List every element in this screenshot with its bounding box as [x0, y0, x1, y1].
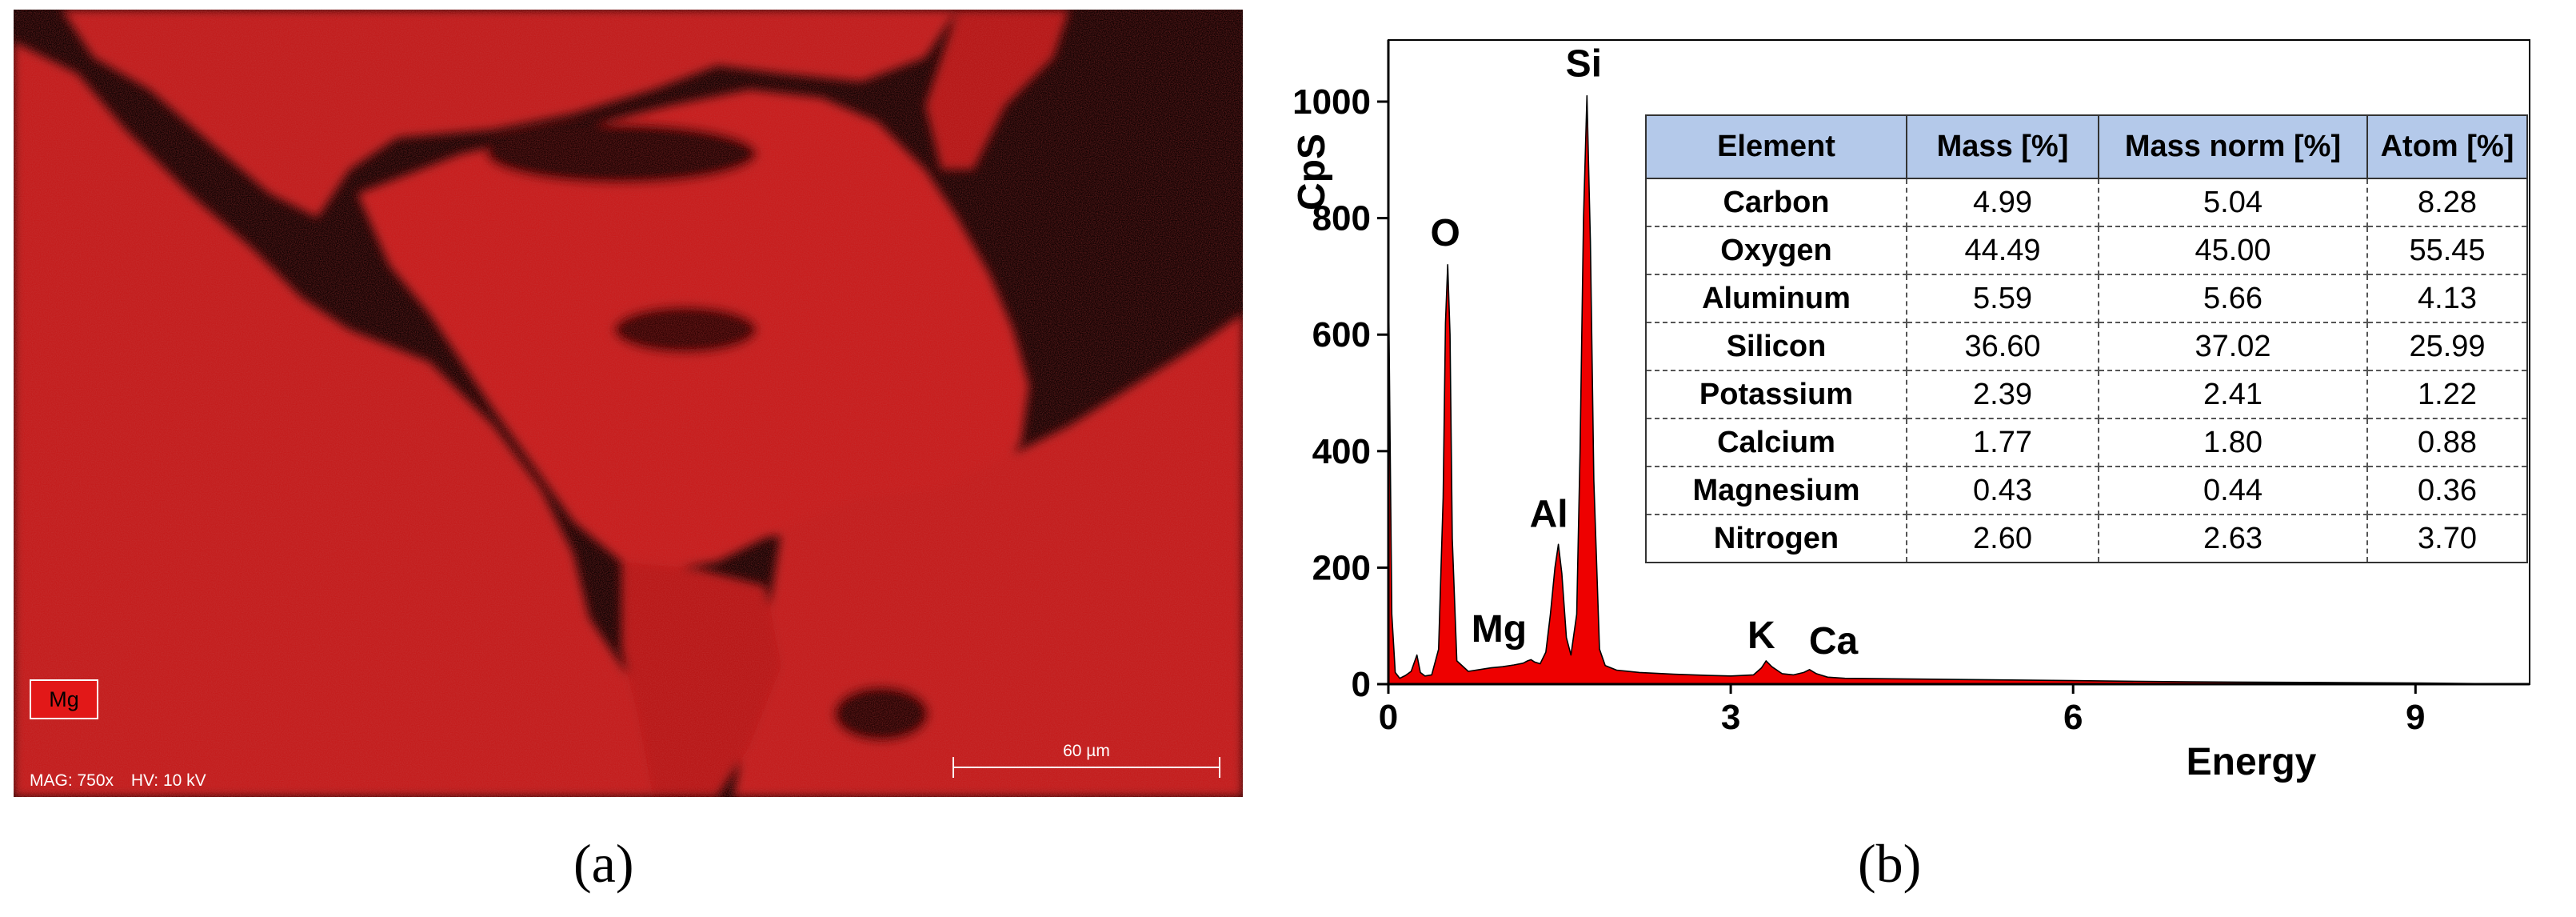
- scale-bar-label: 60 µm: [1063, 742, 1110, 760]
- cell-mass: 0.43: [1906, 466, 2099, 515]
- table-row: Potassium 2.39 2.41 1.22: [1645, 370, 2528, 419]
- magnification-text: MAG: 750x: [30, 771, 114, 790]
- cell-atom: 1.22: [2366, 370, 2528, 419]
- x-tick-label: 3: [1721, 698, 1740, 737]
- cell-mass-norm: 2.63: [2098, 514, 2368, 563]
- x-tick-label: 6: [2063, 698, 2083, 737]
- cell-element: Magnesium: [1645, 466, 1907, 515]
- cell-mass-norm: 2.41: [2098, 370, 2368, 419]
- peak-label-k: K: [1747, 615, 1775, 657]
- header-mass: Mass [%]: [1906, 114, 2099, 179]
- table-row: Carbon 4.99 5.04 8.28: [1645, 178, 2528, 227]
- peak-label-mg: Mg: [1472, 608, 1527, 651]
- cell-element: Carbon: [1645, 178, 1907, 227]
- caption-b: (b): [1858, 833, 1922, 894]
- table-row: Silicon 36.60 37.02 25.99: [1645, 322, 2528, 371]
- map-texture: [14, 10, 1243, 797]
- cell-mass: 1.77: [1906, 418, 2099, 467]
- y-tick-label: 400: [1312, 432, 1371, 471]
- y-tick-label: 200: [1312, 548, 1371, 587]
- x-axis-label: Energy: [2187, 741, 2317, 783]
- composition-table: Element Mass [%] Mass norm [%] Atom [%] …: [1645, 114, 2528, 563]
- x-tick-label: 9: [2406, 698, 2425, 737]
- grain-overlay: [14, 10, 1243, 797]
- cell-mass: 4.99: [1906, 178, 2099, 227]
- cell-atom: 3.70: [2366, 514, 2528, 563]
- cell-mass-norm: 0.44: [2098, 466, 2368, 515]
- scale-bar: [953, 767, 1220, 768]
- cell-element: Potassium: [1645, 370, 1907, 419]
- cell-mass: 2.60: [1906, 514, 2099, 563]
- cell-element: Aluminum: [1645, 274, 1907, 323]
- cell-mass-norm: 5.66: [2098, 274, 2368, 323]
- peak-label-o: O: [1431, 212, 1460, 254]
- peak-label-si: Si: [1566, 43, 1602, 86]
- cell-element: Oxygen: [1645, 226, 1907, 275]
- cell-mass-norm: 1.80: [2098, 418, 2368, 467]
- acquisition-info: MAG: 750x HV: 10 kV: [30, 771, 219, 791]
- scale-bar-left-tick: [953, 757, 954, 778]
- element-label-text: Mg: [49, 687, 79, 711]
- header-element: Element: [1645, 114, 1907, 179]
- cell-mass: 36.60: [1906, 322, 2099, 371]
- cell-mass: 44.49: [1906, 226, 2099, 275]
- cell-atom: 0.88: [2366, 418, 2528, 467]
- cell-mass: 5.59: [1906, 274, 2099, 323]
- table-row: Calcium 1.77 1.80 0.88: [1645, 418, 2528, 467]
- y-axis-label: CpS: [1291, 134, 1333, 210]
- peak-label-ca: Ca: [1809, 620, 1859, 663]
- cell-mass-norm: 45.00: [2098, 226, 2368, 275]
- cell-atom: 0.36: [2366, 466, 2528, 515]
- table-header-row: Element Mass [%] Mass norm [%] Atom [%]: [1645, 114, 2528, 179]
- caption-a: (a): [573, 833, 634, 894]
- cell-mass: 2.39: [1906, 370, 2099, 419]
- y-tick-label: 1000: [1292, 82, 1371, 122]
- table-row: Oxygen 44.49 45.00 55.45: [1645, 226, 2528, 275]
- spectrum-area: [1388, 94, 2530, 685]
- header-mass-norm: Mass norm [%]: [2098, 114, 2368, 179]
- voltage-text: HV: 10 kV: [130, 771, 206, 790]
- peak-label-al: Al: [1530, 493, 1568, 535]
- eds-spectrum-chart: 0 200 400 600 800 1000 0 3 6 9 CpS Energy O Mg Al Si K Ca: [1291, 39, 2530, 783]
- cell-atom: 4.13: [2366, 274, 2528, 323]
- cell-element: Silicon: [1645, 322, 1907, 371]
- y-tick-label: 600: [1312, 315, 1371, 354]
- table-row: Magnesium 0.43 0.44 0.36: [1645, 466, 2528, 515]
- cell-element: Nitrogen: [1645, 514, 1907, 563]
- table-row: Nitrogen 2.60 2.63 3.70: [1645, 514, 2528, 563]
- elemental-map: Mg MAG: 750x HV: 10 kV 60 µm: [14, 10, 1243, 797]
- eds-spectrum-panel: 0 200 400 600 800 1000 0 3 6 9 CpS Energy O Mg Al Si K Ca: [1280, 0, 2576, 816]
- cell-mass-norm: 5.04: [2098, 178, 2368, 227]
- x-tick-label: 0: [1379, 698, 1398, 737]
- cell-atom: 25.99: [2366, 322, 2528, 371]
- y-tick-label: 0: [1352, 665, 1371, 704]
- header-atom: Atom [%]: [2366, 114, 2528, 179]
- y-tick-label: 800: [1312, 199, 1371, 238]
- element-label-badge: Mg: [30, 679, 98, 719]
- cell-element: Calcium: [1645, 418, 1907, 467]
- cell-atom: 8.28: [2366, 178, 2528, 227]
- cell-atom: 55.45: [2366, 226, 2528, 275]
- scale-bar-right-tick: [1219, 757, 1220, 778]
- cell-mass-norm: 37.02: [2098, 322, 2368, 371]
- table-row: Aluminum 5.59 5.66 4.13: [1645, 274, 2528, 323]
